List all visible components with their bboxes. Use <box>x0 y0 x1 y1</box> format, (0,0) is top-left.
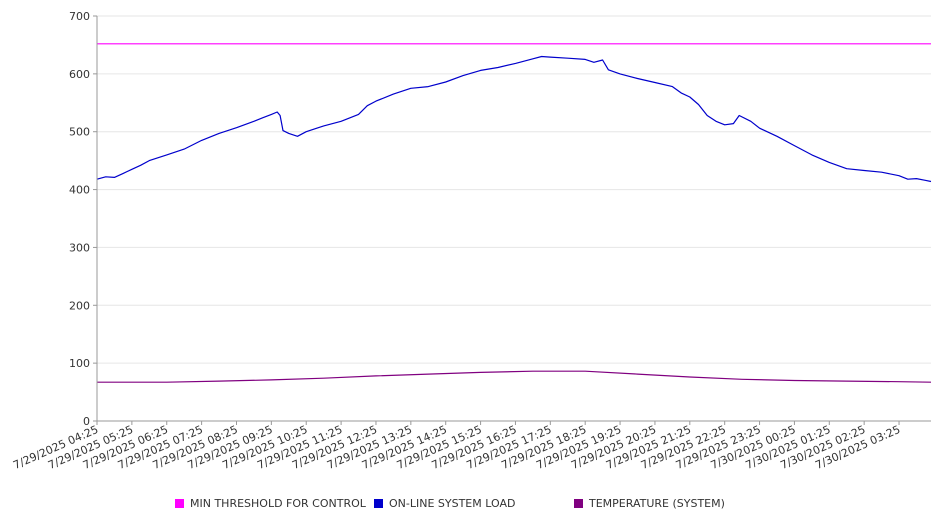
y-tick-label: 600 <box>69 68 90 81</box>
legend-swatch-min-threshold <box>175 499 184 508</box>
y-axis-tick-labels: 0 100 200 300 400 500 600 700 <box>69 10 90 428</box>
legend-label-system-load: ON-LINE SYSTEM LOAD <box>389 497 516 510</box>
y-tick-label: 0 <box>83 415 90 428</box>
legend: MIN THRESHOLD FOR CONTROL ON-LINE SYSTEM… <box>0 497 946 515</box>
y-tick-label: 400 <box>69 184 90 197</box>
legend-swatch-temperature <box>574 499 583 508</box>
series-lines <box>96 43 932 383</box>
y-tick-label: 500 <box>69 126 90 139</box>
legend-item-min-threshold[interactable]: MIN THRESHOLD FOR CONTROL <box>175 497 366 510</box>
legend-item-system-load[interactable]: ON-LINE SYSTEM LOAD <box>374 497 515 510</box>
legend-item-temperature[interactable]: TEMPERATURE (SYSTEM) <box>574 497 725 510</box>
y-tick-label: 100 <box>69 357 90 370</box>
series-line-temperature-system <box>97 370 932 383</box>
legend-label-temperature: TEMPERATURE (SYSTEM) <box>589 497 725 510</box>
y-tick-label: 300 <box>69 241 90 254</box>
legend-swatch-system-load <box>374 499 383 508</box>
y-tick-label: 200 <box>69 299 90 312</box>
grid-lines <box>97 15 931 364</box>
x-axis-tick-labels: 7/29/2025 04:257/29/2025 05:257/29/2025 … <box>11 423 902 472</box>
legend-label-min-threshold: MIN THRESHOLD FOR CONTROL <box>190 497 366 510</box>
series-line-on-line-system-load <box>96 55 932 183</box>
axes <box>93 15 931 425</box>
y-tick-label: 700 <box>69 10 90 23</box>
